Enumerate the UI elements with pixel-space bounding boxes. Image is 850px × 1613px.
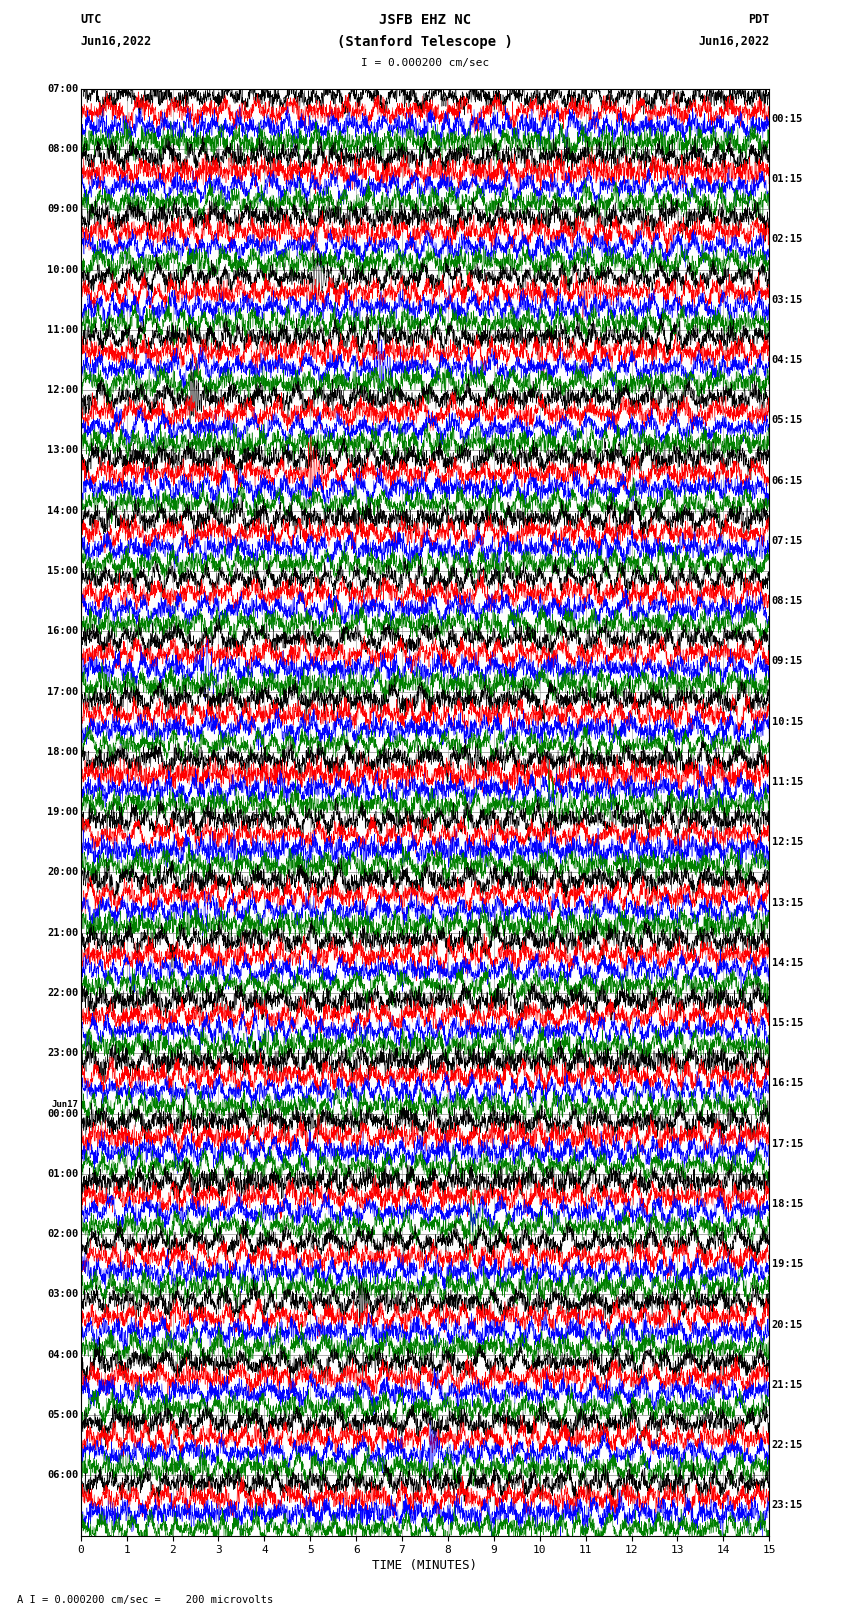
Text: 15:00: 15:00 <box>47 566 78 576</box>
Text: 18:00: 18:00 <box>47 747 78 756</box>
Text: JSFB EHZ NC: JSFB EHZ NC <box>379 13 471 27</box>
Text: 11:15: 11:15 <box>772 777 803 787</box>
Text: Jun16,2022: Jun16,2022 <box>81 35 152 48</box>
Text: 16:15: 16:15 <box>772 1079 803 1089</box>
Text: 13:15: 13:15 <box>772 897 803 908</box>
Text: 20:00: 20:00 <box>47 868 78 877</box>
Text: 23:15: 23:15 <box>772 1500 803 1510</box>
Text: 00:00: 00:00 <box>47 1108 78 1118</box>
Text: 17:15: 17:15 <box>772 1139 803 1148</box>
Text: 10:00: 10:00 <box>47 265 78 274</box>
Text: 21:15: 21:15 <box>772 1379 803 1390</box>
Text: 02:15: 02:15 <box>772 234 803 245</box>
Text: 05:00: 05:00 <box>47 1410 78 1419</box>
Text: 16:00: 16:00 <box>47 626 78 636</box>
Text: 03:00: 03:00 <box>47 1289 78 1300</box>
Text: 01:15: 01:15 <box>772 174 803 184</box>
Text: 20:15: 20:15 <box>772 1319 803 1329</box>
Text: 09:00: 09:00 <box>47 205 78 215</box>
Text: 10:15: 10:15 <box>772 716 803 727</box>
Text: 08:15: 08:15 <box>772 597 803 606</box>
Text: I = 0.000200 cm/sec: I = 0.000200 cm/sec <box>361 58 489 68</box>
Text: 22:15: 22:15 <box>772 1440 803 1450</box>
Text: (Stanford Telescope ): (Stanford Telescope ) <box>337 35 513 50</box>
Text: UTC: UTC <box>81 13 102 26</box>
Text: 14:15: 14:15 <box>772 958 803 968</box>
Text: 07:15: 07:15 <box>772 536 803 545</box>
Text: A I = 0.000200 cm/sec =    200 microvolts: A I = 0.000200 cm/sec = 200 microvolts <box>17 1595 273 1605</box>
Text: PDT: PDT <box>748 13 769 26</box>
Text: 01:00: 01:00 <box>47 1169 78 1179</box>
Text: 07:00: 07:00 <box>47 84 78 94</box>
Text: 00:15: 00:15 <box>772 115 803 124</box>
Text: 05:15: 05:15 <box>772 415 803 426</box>
Text: 11:00: 11:00 <box>47 324 78 336</box>
Text: 21:00: 21:00 <box>47 927 78 937</box>
Text: 22:00: 22:00 <box>47 989 78 998</box>
Text: 04:15: 04:15 <box>772 355 803 365</box>
Text: Jun17: Jun17 <box>51 1100 78 1108</box>
Text: 03:15: 03:15 <box>772 295 803 305</box>
Text: 19:15: 19:15 <box>772 1260 803 1269</box>
Text: 18:15: 18:15 <box>772 1198 803 1210</box>
X-axis label: TIME (MINUTES): TIME (MINUTES) <box>372 1560 478 1573</box>
Text: 15:15: 15:15 <box>772 1018 803 1027</box>
Text: 17:00: 17:00 <box>47 687 78 697</box>
Text: 12:00: 12:00 <box>47 386 78 395</box>
Text: 02:00: 02:00 <box>47 1229 78 1239</box>
Text: Jun16,2022: Jun16,2022 <box>698 35 769 48</box>
Text: 06:00: 06:00 <box>47 1471 78 1481</box>
Text: 14:00: 14:00 <box>47 506 78 516</box>
Text: 19:00: 19:00 <box>47 806 78 818</box>
Text: 23:00: 23:00 <box>47 1048 78 1058</box>
Text: 06:15: 06:15 <box>772 476 803 486</box>
Text: 12:15: 12:15 <box>772 837 803 847</box>
Text: 13:00: 13:00 <box>47 445 78 455</box>
Text: 09:15: 09:15 <box>772 656 803 666</box>
Text: 04:00: 04:00 <box>47 1350 78 1360</box>
Text: 08:00: 08:00 <box>47 144 78 153</box>
